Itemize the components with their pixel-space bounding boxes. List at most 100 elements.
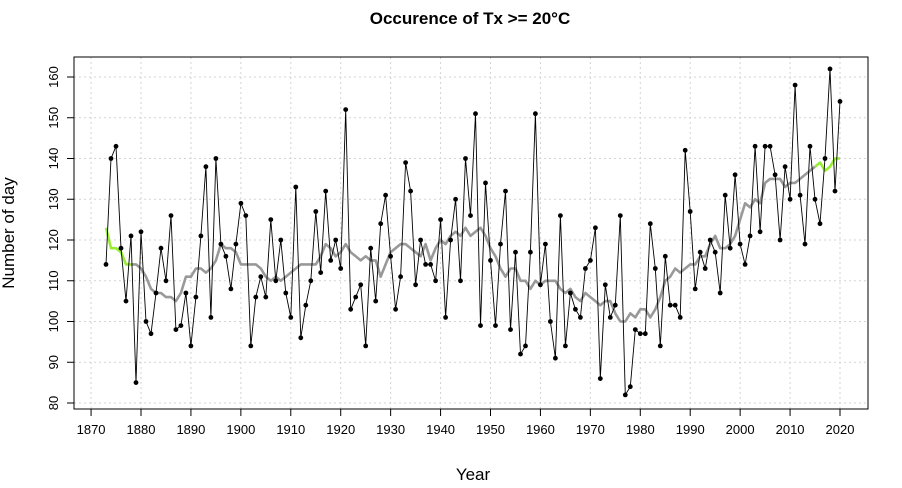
annual-point (732, 172, 738, 178)
annual-point (607, 315, 613, 320)
annual-point (578, 315, 583, 320)
annual-point (617, 213, 623, 219)
annual-point (473, 111, 478, 117)
x-tick-label: 1950 (476, 422, 505, 437)
x-tick-label: 1910 (276, 422, 305, 437)
annual-point (548, 319, 553, 324)
annual-point (662, 253, 668, 259)
annual-point (153, 290, 159, 296)
annual-point (168, 213, 174, 219)
annual-point (318, 270, 324, 275)
x-tick-label: 2010 (776, 422, 805, 437)
annual-point (438, 217, 443, 223)
x-tick-label: 1870 (77, 422, 106, 437)
annual-point (593, 225, 598, 231)
annual-point (702, 266, 708, 271)
annual-point (128, 233, 134, 239)
annual-point (178, 323, 184, 328)
annual-point (483, 180, 488, 186)
annual-point (503, 188, 508, 194)
annual-point (583, 266, 588, 271)
x-tick-label: 1980 (626, 422, 655, 437)
annual-point (827, 66, 833, 72)
annual-point (692, 286, 698, 292)
chart-title: Occurence of Tx >= 20°C (370, 9, 571, 28)
y-axis-label: Number of day (0, 177, 18, 289)
annual-point (747, 233, 753, 239)
annual-series (103, 66, 843, 398)
annual-point (193, 294, 199, 300)
annual-point (133, 380, 139, 385)
annual-point (143, 319, 149, 324)
annual-point (123, 298, 129, 304)
annual-point (657, 343, 663, 349)
end-segment-line (814, 157, 840, 172)
annual-point (807, 143, 813, 149)
annual-point (597, 376, 603, 381)
annual-point (433, 278, 438, 284)
annual-point (797, 192, 803, 198)
annual-point (787, 196, 793, 202)
annual-point (188, 343, 194, 349)
annual-point (288, 315, 294, 320)
y-tick-label: 140 (46, 148, 61, 170)
annual-point (812, 196, 818, 202)
annual-point (238, 200, 244, 206)
x-tick-label: 1900 (226, 422, 255, 437)
annual-point (458, 278, 463, 284)
annual-point (742, 262, 748, 267)
annual-point (363, 343, 369, 349)
x-tick-label: 1890 (176, 422, 205, 437)
y-tick-label: 150 (46, 107, 61, 129)
annual-point (308, 278, 314, 284)
annual-point (348, 306, 354, 312)
x-tick-label: 1960 (526, 422, 555, 437)
annual-line (105, 68, 841, 397)
annual-point (463, 156, 468, 161)
y-axis: 80 90 100 110 120 130 140 150 160 (46, 66, 75, 410)
y-tick-label: 160 (46, 66, 61, 88)
annual-point (343, 107, 349, 112)
annual-point (333, 237, 339, 243)
annual-point (393, 306, 398, 312)
annual-point (353, 294, 359, 300)
annual-point (298, 335, 304, 341)
annual-point (722, 192, 728, 198)
x-tick-label: 1990 (676, 422, 705, 437)
annual-point (428, 262, 433, 267)
annual-point (498, 241, 503, 247)
annual-point (303, 302, 309, 308)
annual-point (777, 237, 783, 243)
annual-point (248, 343, 254, 349)
annual-point (523, 343, 528, 349)
annual-point (263, 294, 269, 300)
annual-point (642, 331, 648, 337)
annual-point (388, 253, 393, 259)
annual-point (737, 241, 743, 247)
annual-point (568, 290, 573, 296)
annual-point (707, 237, 713, 243)
annual-point (652, 266, 658, 271)
annual-point (408, 188, 413, 194)
annual-point (173, 327, 179, 332)
annual-point (508, 327, 513, 332)
annual-point (223, 253, 229, 259)
annual-point (822, 156, 828, 161)
annual-point (622, 392, 628, 398)
annual-point (782, 164, 788, 170)
annual-point (712, 249, 718, 255)
annual-point (403, 160, 408, 166)
annual-point (637, 331, 643, 337)
annual-point (647, 221, 653, 227)
annual-point (368, 245, 374, 251)
annual-point (493, 323, 498, 328)
annual-point (118, 245, 124, 251)
annual-point (757, 229, 763, 235)
annual-point (667, 302, 673, 308)
annual-point (687, 209, 693, 214)
annual-point (148, 331, 154, 337)
annual-point (762, 143, 768, 149)
annual-point (138, 229, 144, 235)
annual-point (697, 249, 703, 255)
annual-point (832, 188, 838, 194)
